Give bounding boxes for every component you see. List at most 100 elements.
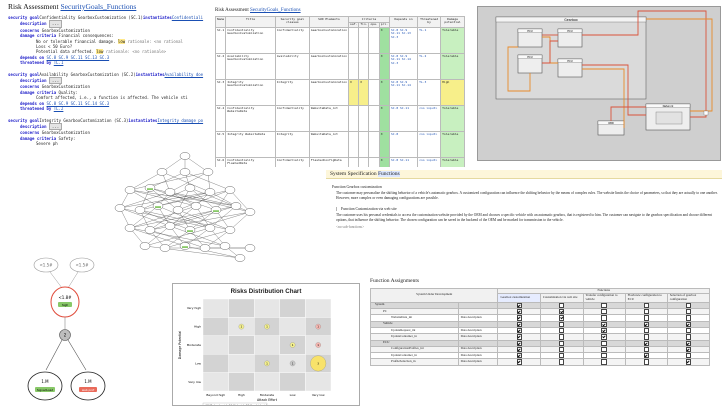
assignment-checkbox[interactable] (685, 340, 692, 346)
goal-class-link[interactable]: Integrity damage po (157, 117, 204, 123)
assignment-checkbox[interactable] (516, 334, 522, 340)
assignment-checkbox[interactable] (643, 309, 649, 315)
row-id[interactable]: SC.4 (214, 105, 227, 133)
assignment-checkbox[interactable] (559, 353, 565, 359)
assignment-checkbox[interactable] (559, 321, 565, 327)
assignment-checkbox[interactable] (643, 315, 649, 321)
description-placeholder[interactable]: ... (48, 77, 63, 85)
function-column-header[interactable]: Selection of gearbox configuration (666, 292, 711, 303)
assignment-checkbox[interactable] (559, 359, 565, 365)
criteria-cell[interactable] (368, 131, 380, 159)
goal-class-link[interactable]: Confidentiali (171, 15, 204, 20)
security-goal-block[interactable]: security goalIntegrity GearboxCustomizat… (8, 118, 209, 147)
criteria-cell[interactable]: X (378, 53, 390, 81)
assignment-checkbox[interactable] (559, 302, 565, 309)
damage-level-tag[interactable]: low (117, 38, 126, 44)
graph-node[interactable] (234, 254, 246, 262)
goal-class-link[interactable]: Availability doe (164, 71, 204, 77)
criteria-cell[interactable] (348, 105, 360, 133)
criteria-cell[interactable] (348, 27, 360, 55)
obd-block[interactable]: OBD (597, 120, 625, 136)
criteria-cell[interactable] (348, 131, 360, 159)
tree-leaf-2[interactable] (70, 371, 106, 401)
criteria-cell[interactable]: X (378, 105, 390, 133)
spec-title-link[interactable]: Functions (377, 171, 400, 177)
risk-point[interactable]: 1 (289, 360, 296, 367)
table-row[interactable]: SC.5 Integrity WebsiteData Integrity Websit… (214, 131, 465, 159)
assignment-checkbox[interactable] (643, 340, 649, 346)
risk-title-link[interactable]: SecurityGoals_Functions (60, 2, 137, 11)
tree-top-node-1[interactable] (33, 257, 59, 273)
risk-assessment-editor[interactable]: Risk Assessment SecurityGoals_Functions … (2, 2, 209, 162)
ecu-block-1[interactable]: ECU (517, 28, 543, 48)
assignment-checkbox[interactable] (516, 315, 522, 321)
graph-node[interactable] (184, 226, 196, 234)
tree-leaf-1[interactable] (27, 371, 63, 401)
ecu-block-3[interactable]: ECU (517, 54, 543, 74)
description-placeholder[interactable]: ... (48, 20, 63, 28)
assignment-checkbox[interactable] (601, 321, 607, 327)
graph-node[interactable] (244, 208, 256, 216)
graph-node[interactable] (224, 186, 236, 194)
criteria-cell[interactable]: X (348, 79, 360, 107)
assignment-checkbox[interactable] (601, 315, 607, 321)
property-value[interactable]: SC.8 SC.9 SC.11 SC.14 SC.3 (46, 100, 110, 106)
criteria-cell[interactable] (368, 105, 380, 133)
graph-node[interactable] (159, 244, 171, 252)
graph-node[interactable] (179, 152, 191, 160)
ecu-block-2[interactable]: ECU (557, 28, 583, 48)
assignment-checkbox[interactable] (643, 353, 649, 359)
description-placeholder[interactable]: ... (48, 122, 63, 131)
graph-node[interactable] (210, 206, 222, 214)
architecture-diagram[interactable]: Gearbox ECU ECU ECU ECU OBD (477, 6, 721, 161)
graph-node[interactable] (172, 206, 184, 214)
assignment-checkbox[interactable] (516, 359, 522, 365)
criteria-cell[interactable] (348, 157, 360, 167)
graph-node[interactable] (124, 224, 136, 232)
assignment-checkbox[interactable] (559, 334, 565, 340)
criteria-cell[interactable]: X (378, 131, 390, 159)
criteria-cell[interactable]: X (378, 157, 390, 167)
ecu-block-4[interactable]: ECU (557, 58, 583, 78)
criteria-cell[interactable] (358, 105, 370, 133)
function-row[interactable]: Vehicle (370, 320, 711, 328)
graph-node[interactable] (202, 168, 214, 176)
network-block[interactable]: Network (645, 103, 691, 131)
security-goal-block[interactable]: security goalAvailability GearboxCustomi… (8, 72, 209, 112)
assignment-checkbox[interactable] (685, 315, 692, 321)
graph-node[interactable] (230, 202, 242, 210)
function-row[interactable]: UpdateRequest_int Data description (370, 326, 711, 335)
attack-tree[interactable]: <1.5# <1.5# <1.8# high 2 1.M SignedLoad … (26, 252, 108, 407)
graph-node[interactable] (179, 242, 191, 250)
assignment-checkbox[interactable] (516, 321, 522, 327)
function-row[interactable]: UpdateContainer_in Data description (370, 333, 711, 341)
row-id[interactable]: SC.6 (214, 157, 227, 167)
risk-point[interactable]: 1 (238, 323, 245, 330)
assignment-checkbox[interactable] (516, 346, 522, 353)
risk-point[interactable]: 1 (264, 323, 270, 330)
criteria-cell[interactable] (368, 53, 380, 81)
graph-node[interactable] (156, 168, 168, 176)
assignment-checkbox[interactable] (601, 327, 607, 334)
assignment-checkbox[interactable] (685, 353, 692, 359)
graph-node[interactable] (134, 206, 146, 214)
security-goal-block[interactable]: security goalConfidentiality GearboxCust… (8, 15, 209, 66)
row-id[interactable]: SC.2 (214, 53, 227, 81)
graph-node[interactable] (204, 224, 216, 232)
graph-node[interactable] (204, 188, 216, 196)
table-title-link[interactable]: SecurityGoals_Functions (250, 8, 301, 13)
assignment-checkbox[interactable] (559, 340, 565, 346)
function-row[interactable]: UpdateContainer_in Data description (370, 352, 711, 360)
graph-node[interactable] (199, 244, 211, 252)
criteria-cell[interactable] (358, 53, 370, 81)
table-row[interactable]: SC.2 Availability GearboxCustomization Ava… (214, 53, 465, 81)
assignment-checkbox[interactable] (685, 359, 692, 365)
criteria-cell[interactable] (358, 157, 370, 167)
graph-node[interactable] (124, 186, 136, 194)
assignment-checkbox[interactable] (643, 334, 649, 340)
criteria-cell[interactable]: X (378, 79, 390, 107)
assignment-checkbox[interactable] (685, 302, 692, 309)
assignment-checkbox[interactable] (601, 359, 607, 365)
assignment-checkbox[interactable] (559, 315, 565, 321)
assignment-checkbox[interactable] (516, 340, 522, 346)
